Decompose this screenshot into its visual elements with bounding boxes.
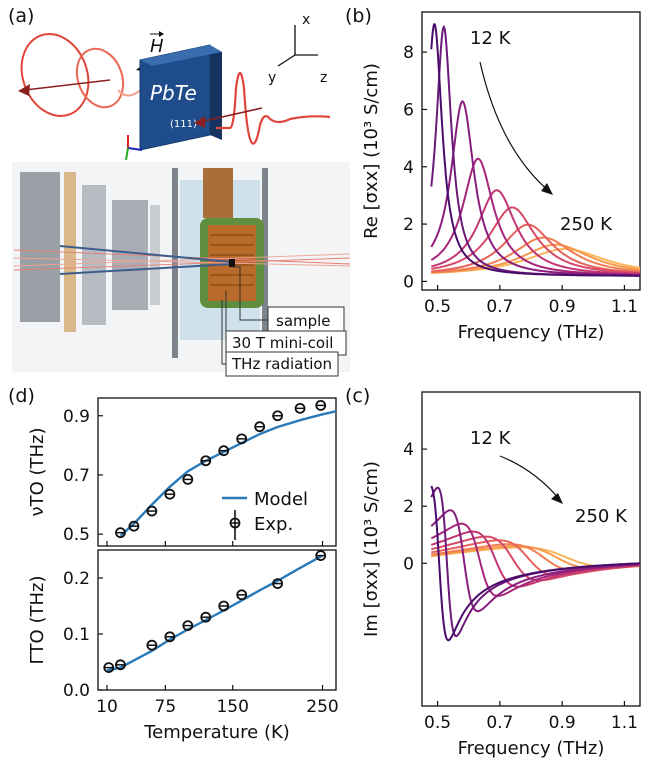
spectrum-line	[430, 485, 640, 642]
callout-thz-radiation: THz radiation	[231, 355, 332, 373]
y-axis-label: νTO (THz)	[27, 428, 48, 517]
y-tick-label: 6	[403, 100, 414, 120]
x-tick-label: 0.5	[424, 713, 451, 733]
spectrum-line	[430, 509, 640, 613]
spectrum-line	[431, 243, 640, 274]
panel-c: (c) 0 2 4 0.5 0.7 0.9 1.1 Frequency (THz) Im [σx…	[345, 385, 641, 759]
spectrum-line	[431, 236, 640, 274]
spectrum-line	[431, 223, 640, 274]
model-line	[119, 410, 337, 537]
annotation-low-temp: 12 K	[470, 428, 512, 449]
annotation-low-temp: 12 K	[470, 28, 512, 49]
x-tick-label: 1.1	[611, 713, 638, 733]
callout-mini-coil: 30 T mini-coil	[232, 334, 333, 352]
thz-helix-icon	[18, 33, 153, 117]
y-tick-label: 0.2	[63, 569, 90, 589]
y-tick-label: 4	[403, 158, 414, 178]
crystal-label: PbTe	[150, 81, 197, 105]
y-tick-label: 8	[403, 43, 414, 63]
y-axis-label: Re [σxx] (10³ S/cm)	[361, 63, 382, 239]
callout-sample: sample	[276, 312, 331, 330]
panel-label-b: (b)	[345, 5, 372, 27]
spectrum-line	[431, 206, 640, 275]
y-tick-label: 0.0	[63, 681, 90, 701]
y-tick-label: 0.7	[63, 466, 90, 486]
chart-d-gamma-to: 0.0 0.1 0.2 10 75 150 250 Temperature (K) ΓTO (T…	[27, 549, 339, 743]
legend-model-label: Model	[254, 489, 308, 510]
series-group	[430, 485, 640, 642]
axis-y-label: y	[268, 70, 276, 86]
temperature-arrowhead	[541, 183, 553, 195]
chart-b-re-sigma: 0 2 4 6 8 0.5 0.7 0.9 1.1 Frequency (THz) Re [σxx]…	[361, 11, 641, 343]
y-axis-label: Im [σxx] (10³ S/cm)	[361, 461, 382, 637]
y-axis-label: ΓTO (THz)	[27, 576, 48, 665]
temperature-arrowhead	[551, 493, 563, 504]
plot-frame	[97, 549, 337, 691]
cryostat-schematic: sample 30 T mini-coil THz radiation	[12, 162, 351, 377]
x-tick-label: 75	[155, 697, 177, 717]
x-tick-label: 250	[306, 697, 338, 717]
lab-axes-icon: x y z	[268, 12, 327, 86]
temperature-arrow	[499, 455, 561, 501]
x-tick-label: 150	[216, 697, 248, 717]
y-tick-label: 0.5	[63, 525, 90, 545]
x-tick-label: 0.9	[549, 297, 576, 317]
plot-frame	[421, 11, 641, 291]
y-tick-label: 2	[403, 497, 414, 517]
y-tick-label: 4	[403, 440, 414, 460]
y-tick-label: 0	[403, 554, 414, 574]
axis-x-label: x	[302, 12, 310, 28]
panel-a: (a) H PbTe (111)	[8, 5, 351, 377]
pbte-crystal: PbTe (111)	[139, 44, 222, 151]
x-tick-label: 1.1	[611, 297, 638, 317]
crystal-axes-icon	[125, 135, 143, 161]
x-tick-label: 0.9	[549, 713, 576, 733]
spectrum-line	[431, 189, 640, 275]
field-label: H	[150, 36, 164, 57]
spectrum-line	[430, 23, 640, 277]
series-group	[430, 23, 640, 277]
plot-frame	[421, 391, 641, 707]
panel-label-d: (d)	[8, 385, 35, 407]
panel-label-c: (c)	[345, 385, 370, 407]
y-tick-label: 0	[403, 272, 414, 292]
axis-z-label: z	[320, 70, 327, 86]
annotation-high-temp: 250 K	[560, 214, 613, 235]
x-tick-label: 0.5	[424, 297, 451, 317]
annotation-high-temp: 250 K	[575, 506, 628, 527]
y-tick-label: 0.9	[63, 407, 90, 427]
y-tick-label: 2	[403, 215, 414, 235]
plot-frame	[97, 397, 337, 547]
x-axis-label: Temperature (K)	[143, 722, 290, 743]
chart-c-im-sigma: 0 2 4 0.5 0.7 0.9 1.1 Frequency (THz) Im [σxx] (…	[361, 391, 641, 759]
x-axis-label: Frequency (THz)	[458, 322, 605, 343]
chart-d-nu-to: 0.5 0.7 0.9 νTO (THz) Model Exp.	[27, 397, 337, 547]
crystal-orientation: (111)	[170, 119, 197, 130]
spectrum-line	[430, 530, 640, 588]
x-tick-label: 10	[96, 697, 118, 717]
thz-pulse-icon	[194, 71, 331, 145]
x-tick-label: 0.7	[486, 297, 513, 317]
panel-b: (b) 0 2 4 6 8 0.5 0.7 0.9 1.1 Frequency (THz) Re […	[345, 5, 641, 343]
legend-exp-label: Exp.	[254, 514, 293, 535]
panel-label-a: (a)	[8, 5, 34, 27]
model-line	[106, 554, 324, 672]
y-tick-label: 0.1	[63, 625, 90, 645]
temperature-arrow	[479, 61, 551, 193]
x-tick-label: 0.7	[486, 713, 513, 733]
x-axis-label: Frequency (THz)	[458, 738, 605, 759]
